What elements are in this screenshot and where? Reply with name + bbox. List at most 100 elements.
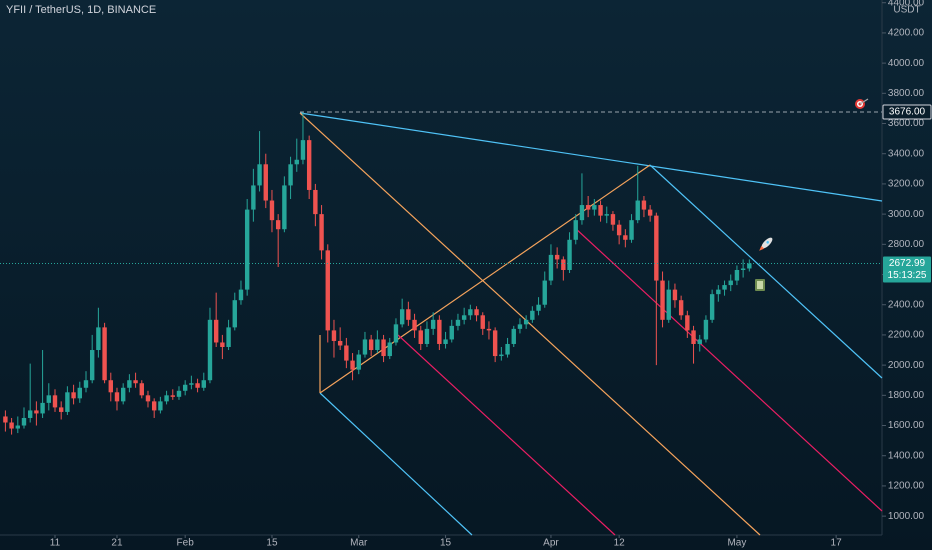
candle-body bbox=[672, 289, 678, 301]
candle-body bbox=[387, 342, 392, 357]
candle-body bbox=[393, 324, 399, 343]
candle-body bbox=[499, 354, 504, 357]
candle-body bbox=[176, 390, 182, 397]
y-tick-label: 1400.00 bbox=[888, 450, 925, 461]
candle-body bbox=[412, 319, 417, 331]
y-tick-label: 3400.00 bbox=[888, 148, 925, 159]
candle-body bbox=[368, 339, 374, 351]
candle-body bbox=[207, 319, 213, 381]
candle-body bbox=[691, 330, 696, 344]
candle-body bbox=[480, 315, 485, 329]
candle-body bbox=[356, 354, 361, 370]
candle-body bbox=[226, 327, 231, 348]
y-tick-label: 2400.00 bbox=[888, 299, 925, 310]
candle-body bbox=[52, 395, 58, 408]
lower-tine bbox=[319, 392, 473, 536]
candle-body bbox=[325, 250, 330, 331]
last-price-label: 2672.99 bbox=[889, 258, 926, 269]
candle-body bbox=[313, 189, 318, 215]
candle-body bbox=[83, 380, 89, 388]
candle-body bbox=[27, 410, 33, 418]
candle-body bbox=[201, 380, 206, 388]
candle-body bbox=[604, 214, 609, 216]
candle-body bbox=[660, 280, 665, 320]
candle-body bbox=[530, 310, 535, 320]
candle-body bbox=[505, 343, 510, 355]
y-tick-label: 3000.00 bbox=[888, 209, 925, 220]
candle-body bbox=[703, 319, 709, 340]
candle-body bbox=[9, 422, 14, 429]
candle-body bbox=[443, 339, 448, 344]
candle-body bbox=[120, 387, 126, 402]
candle-body bbox=[461, 315, 467, 320]
candle-body bbox=[213, 319, 219, 343]
y-tick-label: 4000.00 bbox=[888, 58, 925, 69]
candle-body bbox=[108, 380, 113, 393]
candle-body bbox=[418, 330, 423, 344]
candle-body bbox=[598, 205, 603, 216]
candle-body bbox=[15, 425, 20, 429]
candle-body bbox=[542, 280, 547, 305]
candle-body bbox=[740, 268, 746, 270]
candle-body bbox=[536, 304, 541, 311]
candle-body bbox=[65, 392, 70, 412]
candle-body bbox=[158, 401, 163, 411]
candle-body bbox=[486, 328, 492, 331]
candle-body bbox=[579, 205, 585, 221]
candle-body bbox=[269, 200, 275, 221]
candle-body bbox=[635, 200, 640, 221]
candle-body bbox=[195, 383, 200, 388]
last-price-box bbox=[883, 256, 931, 283]
candle-body bbox=[523, 319, 529, 325]
candle-body bbox=[623, 235, 628, 240]
candle-body bbox=[573, 220, 578, 240]
candle-body bbox=[275, 220, 281, 230]
candle-body bbox=[257, 164, 262, 186]
candle-body bbox=[734, 269, 740, 281]
y-tick-label: 1200.00 bbox=[888, 481, 925, 492]
candle-body bbox=[747, 263, 752, 269]
candle-body bbox=[34, 410, 39, 414]
candle-body bbox=[666, 289, 671, 320]
candle-body bbox=[492, 330, 498, 357]
x-tick-label: 12 bbox=[614, 538, 626, 549]
candle-body bbox=[592, 205, 597, 210]
candle-body bbox=[77, 387, 82, 399]
candle-body bbox=[306, 140, 312, 190]
candle-body bbox=[685, 315, 690, 331]
candle-body bbox=[145, 395, 151, 402]
candle-body bbox=[406, 309, 411, 320]
candle-body bbox=[337, 340, 343, 346]
candle-body bbox=[399, 309, 405, 325]
candle-body bbox=[232, 300, 237, 328]
candle-body bbox=[139, 383, 144, 396]
money-icon bbox=[755, 279, 765, 291]
candle-body bbox=[424, 328, 430, 344]
candle-body bbox=[709, 294, 715, 320]
median-line bbox=[299, 112, 761, 536]
candle-body bbox=[58, 407, 64, 412]
y-tick-label: 4400.00 bbox=[888, 0, 925, 8]
candle-body bbox=[238, 289, 244, 301]
pitchfork-handle bbox=[319, 164, 651, 394]
candle-body bbox=[189, 383, 194, 385]
y-tick-label: 1000.00 bbox=[888, 511, 925, 522]
trend-line bbox=[299, 112, 883, 202]
candle-body bbox=[288, 164, 293, 186]
x-tick-label: Feb bbox=[177, 538, 195, 549]
y-tick-label: 2200.00 bbox=[888, 330, 925, 341]
y-tick-label: 2800.00 bbox=[888, 239, 925, 250]
candle-body bbox=[282, 185, 287, 230]
candle-body bbox=[511, 328, 516, 344]
candle-body bbox=[96, 327, 101, 351]
x-tick-label: 21 bbox=[111, 538, 123, 549]
x-tick-label: Apr bbox=[543, 538, 559, 549]
candle-body bbox=[21, 417, 27, 426]
x-tick-label: 11 bbox=[50, 538, 61, 549]
candle-body bbox=[71, 392, 76, 399]
candle-body bbox=[40, 402, 45, 414]
countdown: 15:13:25 bbox=[888, 270, 927, 281]
candle-body bbox=[319, 214, 324, 251]
